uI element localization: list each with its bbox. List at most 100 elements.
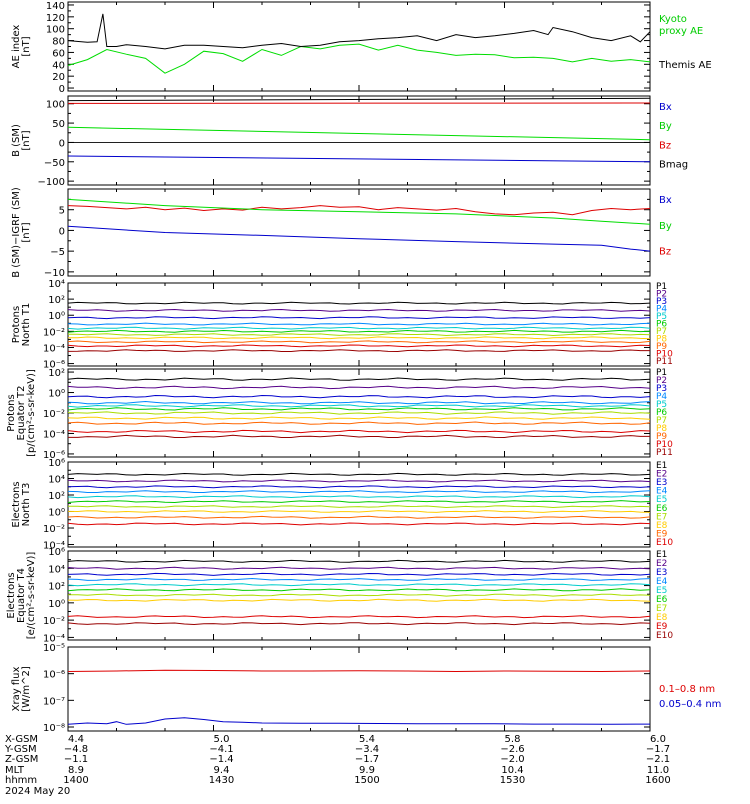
series-line	[68, 334, 650, 336]
panel-frame	[68, 2, 650, 91]
series-line	[68, 473, 650, 475]
series-line	[68, 330, 650, 332]
y-tick-label: 10⁻⁶	[43, 670, 65, 681]
y-tick-label: 10⁴	[48, 564, 65, 575]
series-line	[68, 430, 650, 432]
series-line	[68, 127, 650, 139]
y-tick-label: 0	[59, 84, 65, 95]
y-tick-label: 10⁶	[48, 547, 65, 558]
legend-label: Themis AE	[658, 60, 712, 71]
series-line	[68, 480, 650, 482]
y-axis-label: [e/(cm²-s-sr-keV)]	[26, 552, 37, 640]
legend-label: Bx	[659, 102, 672, 113]
legend-label: Bz	[659, 247, 671, 258]
y-axis-label: [p/(cm²-s-sr-keV)]	[26, 369, 37, 457]
y-axis-label: North T1	[21, 303, 32, 347]
y-tick-label: 50	[52, 119, 65, 130]
series-line	[68, 435, 650, 437]
y-tick-label: 10⁰	[48, 311, 65, 322]
series-line	[68, 670, 650, 671]
series-line	[68, 573, 650, 575]
series-line	[68, 496, 650, 498]
ephemeris-value: −1.4	[209, 754, 233, 765]
legend-label: By	[659, 221, 672, 232]
ephemeris-value: −2.1	[646, 754, 670, 765]
y-tick-label: 10⁻⁵	[43, 643, 65, 654]
legend-label: Bz	[659, 140, 671, 151]
series-line	[68, 567, 650, 569]
series-line	[68, 402, 650, 404]
series-line	[68, 417, 650, 419]
series-line	[68, 323, 650, 325]
series-line	[68, 599, 650, 601]
y-tick-label: 10⁻⁴	[43, 343, 65, 354]
series-line	[68, 511, 650, 513]
y-tick-label: 40	[52, 60, 65, 71]
ephemeris-value: 1400	[63, 775, 88, 786]
series-line	[68, 506, 650, 508]
ephemeris-value: 1500	[354, 775, 379, 786]
y-axis-label: North T3	[21, 483, 32, 527]
y-tick-label: 10⁴	[48, 475, 65, 486]
series-line	[68, 412, 650, 414]
y-tick-label: 10⁻⁴	[43, 429, 65, 440]
series-line	[68, 206, 650, 215]
y-tick-label: 100	[46, 25, 65, 36]
y-tick-label: 10⁻⁸	[43, 723, 65, 734]
legend-label: By	[659, 121, 672, 132]
series-line	[68, 386, 650, 388]
y-tick-label: 10⁻²	[43, 327, 65, 338]
y-tick-label: 10²	[48, 368, 65, 379]
legend-label: P11	[656, 448, 673, 458]
ephemeris-label: hhmm	[5, 775, 37, 786]
legend-label: Bmag	[659, 160, 688, 171]
legend-label: 0.1–0.8 nm	[659, 684, 715, 695]
series-line	[68, 156, 650, 162]
panel-frame	[68, 189, 650, 276]
series-line	[68, 408, 650, 410]
y-tick-label: 10²	[48, 295, 65, 306]
legend-label: E10	[656, 631, 673, 641]
series-line	[68, 350, 650, 352]
ephemeris-label: Z-GSM	[5, 754, 38, 765]
y-tick-label: 10²	[48, 582, 65, 593]
ephemeris-value: −1.7	[355, 754, 379, 765]
series-line	[68, 317, 650, 319]
y-tick-label: 20	[52, 72, 65, 83]
series-line	[68, 226, 650, 251]
y-axis-label: [nT]	[21, 130, 32, 150]
y-tick-label: 10⁻⁷	[43, 696, 65, 707]
series-line	[68, 718, 650, 725]
y-tick-label: 80	[52, 37, 65, 48]
y-tick-label: 0	[59, 226, 65, 237]
series-line	[68, 501, 650, 503]
y-tick-label: 140	[46, 1, 65, 12]
series-line	[68, 594, 650, 596]
series-line	[68, 199, 650, 224]
series-line	[68, 491, 650, 493]
series-line	[68, 616, 650, 618]
y-tick-label: 5	[59, 206, 65, 217]
legend-label: P11	[656, 357, 673, 367]
series-line	[68, 486, 650, 488]
y-tick-label: −100	[38, 177, 65, 188]
ephemeris-value: 1600	[645, 775, 670, 786]
ephemeris-value: −1.1	[64, 754, 88, 765]
series-line	[68, 327, 650, 329]
series-line	[68, 405, 650, 407]
y-tick-label: 10⁶	[48, 458, 65, 469]
y-axis-label: [nT]	[21, 36, 32, 56]
series-line	[68, 337, 650, 339]
y-tick-label: −10	[44, 268, 65, 279]
y-tick-label: 10⁰	[48, 508, 65, 519]
y-tick-label: −50	[44, 158, 65, 169]
y-tick-label: 120	[46, 13, 65, 24]
ephemeris-value: 1430	[209, 775, 234, 786]
series-line	[68, 302, 650, 304]
series-line	[68, 422, 650, 424]
